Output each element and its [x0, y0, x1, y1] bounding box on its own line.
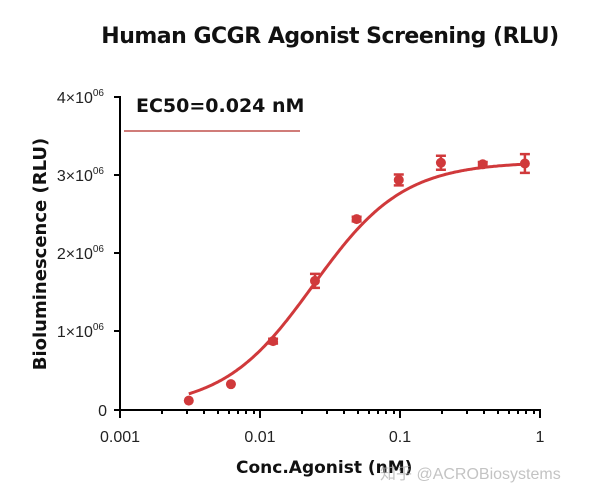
x-tick-3: 1 [536, 429, 545, 446]
watermark: 知乎 @ACROBiosystems [380, 466, 561, 483]
data-point [477, 159, 488, 170]
y-tick-4: 4×1006 [57, 88, 105, 107]
y-tick-3: 3×1006 [57, 166, 105, 185]
chart-title: Human GCGR Agonist Screening (RLU) [101, 24, 559, 49]
data-series [183, 152, 530, 406]
x-tick-1: 0.01 [244, 429, 275, 446]
data-point [268, 336, 279, 347]
x-tick-labels: 0.001 0.01 0.1 1 [100, 429, 545, 446]
ec50-annotation: EC50=0.024 nM [136, 95, 305, 117]
y-tick-0: 0 [98, 403, 107, 420]
x-axis [119, 409, 541, 418]
x-tick-0: 0.001 [100, 429, 140, 446]
data-point [351, 214, 362, 225]
data-point [435, 157, 446, 168]
fit-curve [188, 162, 525, 396]
data-point [225, 379, 236, 390]
data-point [309, 275, 320, 286]
y-axis: 4×1006 3×1006 2×1006 1×1006 0 Biolumines… [30, 88, 121, 420]
x-axis-label: Conc.Agonist (nM) [236, 458, 413, 478]
y-axis-label: Bioluminescence (RLU) [30, 138, 51, 371]
y-tick-2: 2×1006 [57, 244, 105, 263]
data-point [393, 174, 404, 185]
data-point [183, 395, 194, 406]
x-tick-2: 0.1 [389, 429, 411, 446]
y-tick-1: 1×1006 [57, 322, 105, 341]
data-point [519, 158, 530, 169]
